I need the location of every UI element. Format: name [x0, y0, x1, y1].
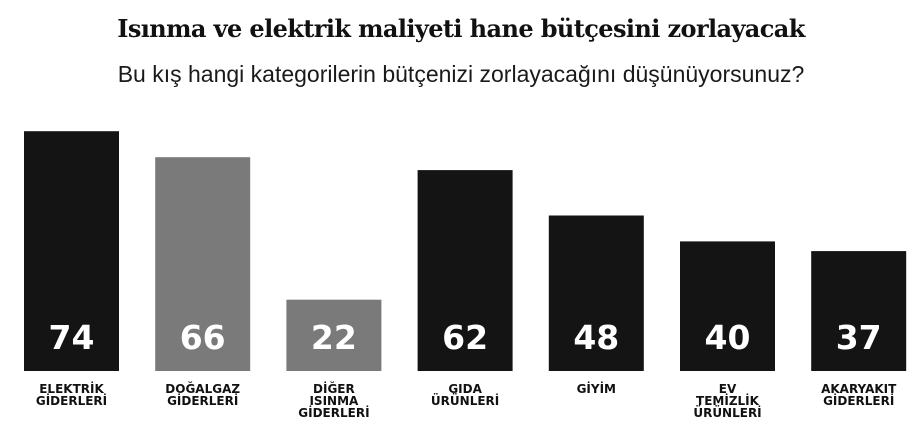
category-label-line: GİDERLERİ: [298, 405, 369, 420]
category-label-line: ISINMA: [309, 394, 359, 408]
category-label-line: GİYİM: [577, 381, 616, 396]
category-label-line: EV: [719, 382, 737, 396]
category-label: GIDA ÜRÜNLERİ: [431, 382, 499, 408]
category-label-line: ÜRÜNLERİ: [431, 393, 499, 408]
category-label-line: TEMİZLİK: [696, 393, 760, 408]
bar-value-label: 40: [705, 318, 751, 357]
category-label-line: GİDERLERİ: [36, 393, 107, 408]
bar: [811, 251, 907, 371]
category-label-line: GİDERLERİ: [823, 393, 894, 408]
bar-value-label: 37: [836, 318, 882, 357]
category-label-line: ÜRÜNLERİ: [693, 405, 761, 420]
category-label-line: DOĞALGAZ: [165, 381, 240, 396]
category-label-line: GIDA: [448, 382, 482, 396]
category-label: DİĞER ISINMA GİDERLERİ: [298, 381, 369, 420]
category-label: ELEKTRİK GİDERLERİ: [36, 381, 107, 408]
category-label: DOĞALGAZ GİDERLERİ: [165, 381, 240, 408]
category-label: EV TEMİZLİK ÜRÜNLERİ: [693, 382, 761, 420]
bar-value-label: 22: [311, 318, 357, 357]
bar-value-label: 74: [49, 318, 95, 357]
bar: [24, 131, 119, 371]
category-label-line: DİĞER: [313, 381, 355, 396]
bar: [548, 215, 644, 371]
category-label-line: GİDERLERİ: [167, 393, 238, 408]
bar-value-label: 66: [180, 318, 226, 357]
bar: [155, 157, 251, 371]
bar: [286, 299, 382, 371]
category-label-line: ELEKTRİK: [39, 381, 104, 396]
category-label-line: AKARYAKIT: [821, 382, 897, 396]
chart-subtitle: Bu kış hangi kategorilerin bütçenizi zor…: [117, 61, 805, 87]
category-label: GİYİM: [577, 381, 616, 396]
chart-title: Isınma ve elektrik maliyeti hane bütçesi…: [117, 14, 805, 43]
bar-value-label: 48: [573, 318, 619, 357]
bar-value-label: 62: [442, 318, 488, 357]
category-label: AKARYAKIT GİDERLERİ: [821, 382, 897, 408]
bar: [417, 170, 513, 371]
bar: [680, 241, 775, 371]
